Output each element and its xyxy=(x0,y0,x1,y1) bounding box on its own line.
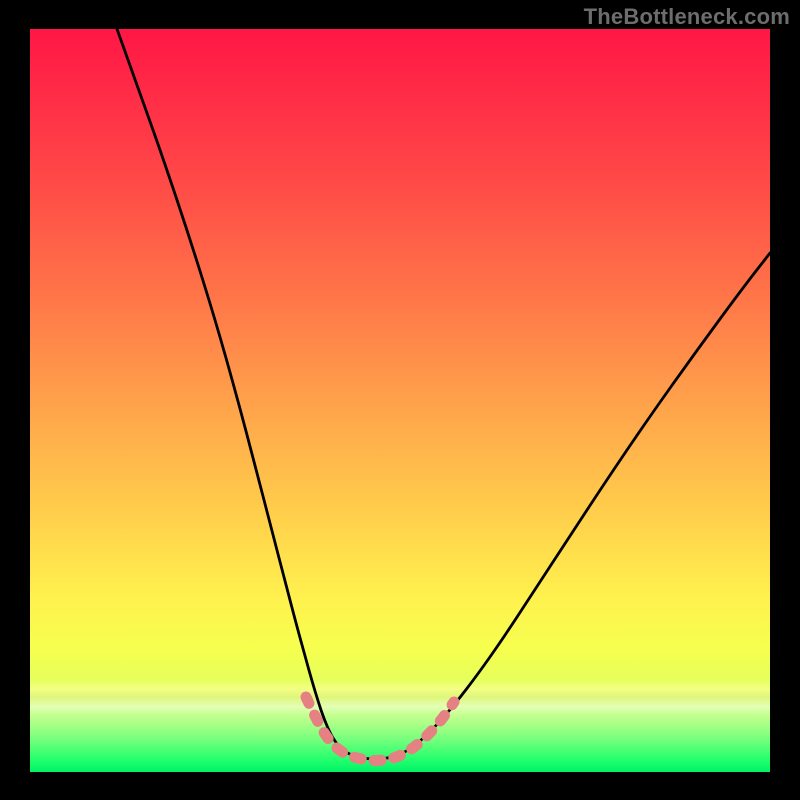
watermark-text: TheBottleneck.com xyxy=(584,4,790,30)
figure-container: TheBottleneck.com xyxy=(0,0,800,800)
bottleneck-curve xyxy=(117,29,770,759)
plot-area xyxy=(30,29,770,772)
curve-overlay xyxy=(30,29,770,772)
